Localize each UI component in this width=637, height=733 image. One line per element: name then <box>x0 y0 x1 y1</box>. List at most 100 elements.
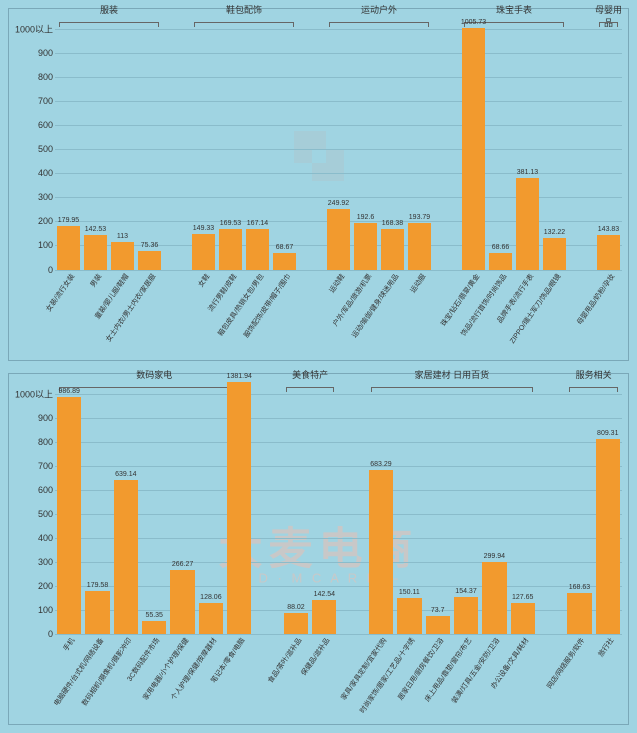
bar-value: 150.11 <box>399 589 420 596</box>
y-tick: 200 <box>38 216 53 226</box>
bar: 167.14 <box>246 17 269 270</box>
x-labels: 手机电脑硬件/台式机/网络设备数码相机/摄像机/摄影冲印3C数码配件市场家用电器… <box>55 634 622 724</box>
bar: 128.06 <box>199 382 223 635</box>
bar-value: 193.79 <box>409 214 430 221</box>
bar: 127.65 <box>511 382 535 635</box>
bar: 88.02 <box>284 382 308 635</box>
bar: 299.94 <box>482 382 506 635</box>
y-tick: 700 <box>38 96 53 106</box>
y-tick: 500 <box>38 509 53 519</box>
bar: 1005.73 <box>462 17 485 270</box>
bar: 73.7 <box>426 382 450 635</box>
bar-value: 192.6 <box>357 214 375 221</box>
bar-value: 55.35 <box>145 612 163 619</box>
y-tick: 100 <box>38 240 53 250</box>
y-tick: 900 <box>38 413 53 423</box>
bars-area: 986.89 179.58 639.14 55.35 266.27 128.06 1381.… <box>55 382 622 635</box>
x-label: 女鞋 <box>195 272 211 289</box>
bar-value: 75.36 <box>141 242 159 249</box>
bar-value: 169.53 <box>220 220 241 227</box>
y-axis: 01002003004005006007008009001000以上 <box>9 17 55 270</box>
bar-value: 299.94 <box>484 553 505 560</box>
bar-value: 167.14 <box>247 220 268 227</box>
bar-value: 113 <box>117 233 128 240</box>
bar: 55.35 <box>142 382 166 635</box>
x-labels: 女装/流行女装男装童装/婴儿服/鞋帽女士内衣/男士内衣/家居服女鞋流行男鞋/皮鞋… <box>55 270 622 360</box>
y-tick: 1000以上 <box>15 387 53 400</box>
y-tick: 300 <box>38 192 53 202</box>
bar: 381.13 <box>516 17 539 270</box>
bar: 68.67 <box>273 17 296 270</box>
x-label: 男装 <box>87 272 103 289</box>
bar: 75.36 <box>138 17 161 270</box>
bar-value: 809.31 <box>597 430 618 437</box>
bar-value: 128.06 <box>200 594 221 601</box>
bar-value: 683.29 <box>370 461 391 468</box>
bar: 809.31 <box>596 382 620 635</box>
bar: 169.53 <box>219 17 242 270</box>
bar-value: 249.92 <box>328 200 349 207</box>
y-tick: 600 <box>38 485 53 495</box>
bar: 266.27 <box>170 382 194 635</box>
bar-value: 149.33 <box>193 225 214 232</box>
bar: 113 <box>111 17 134 270</box>
bar-value: 381.13 <box>517 169 538 176</box>
y-tick: 200 <box>38 581 53 591</box>
bar: 179.95 <box>57 17 80 270</box>
bar-value: 179.58 <box>87 582 108 589</box>
x-label: 女装/流行女装 <box>43 272 76 314</box>
x-label: 运动鞋 <box>326 272 346 295</box>
x-label: 运动服 <box>407 272 427 295</box>
y-axis: 01002003004005006007008009001000以上 <box>9 382 55 635</box>
bar-value: 68.66 <box>492 244 510 251</box>
chart-panel-bottom: 大麦电商 — D · M C A R K — 01002003004005006… <box>8 373 629 726</box>
bar: 1381.94 <box>227 382 251 635</box>
y-tick: 800 <box>38 437 53 447</box>
bar-value: 1005.73 <box>461 19 486 26</box>
bar-value: 154.37 <box>455 588 476 595</box>
bar: 149.33 <box>192 17 215 270</box>
bar: 154.37 <box>454 382 478 635</box>
y-tick: 400 <box>38 533 53 543</box>
bar: 132.22 <box>543 17 566 270</box>
bar: 683.29 <box>369 382 393 635</box>
bar-value: 168.38 <box>382 220 403 227</box>
bar: 168.63 <box>567 382 591 635</box>
chart-panel-top: 01002003004005006007008009001000以上服装鞋包配饰… <box>8 8 629 361</box>
y-tick: 100 <box>38 605 53 615</box>
y-tick: 0 <box>48 265 53 275</box>
bar: 192.6 <box>354 17 377 270</box>
x-label: 旅行社 <box>596 636 616 659</box>
bar: 193.79 <box>408 17 431 270</box>
bar: 639.14 <box>114 382 138 635</box>
bar: 150.11 <box>397 382 421 635</box>
y-tick: 800 <box>38 72 53 82</box>
bar-value: 266.27 <box>172 561 193 568</box>
y-tick: 1000以上 <box>15 23 53 36</box>
bar-value: 986.89 <box>58 388 79 395</box>
bar-value: 73.7 <box>431 607 445 614</box>
x-label: 手机 <box>61 636 77 653</box>
bar-value: 1381.94 <box>227 373 252 380</box>
bar-value: 142.53 <box>85 226 106 233</box>
bar: 986.89 <box>57 382 81 635</box>
y-tick: 700 <box>38 461 53 471</box>
bar-value: 639.14 <box>115 471 136 478</box>
bar-value: 143.83 <box>598 226 619 233</box>
bar-value: 168.63 <box>569 584 590 591</box>
bar: 249.92 <box>327 17 350 270</box>
y-tick: 600 <box>38 120 53 130</box>
bar-value: 179.95 <box>58 217 79 224</box>
y-tick: 300 <box>38 557 53 567</box>
bar-value: 142.54 <box>314 591 335 598</box>
y-tick: 500 <box>38 144 53 154</box>
bar: 179.58 <box>85 382 109 635</box>
bar-value: 68.67 <box>276 244 294 251</box>
y-tick: 400 <box>38 168 53 178</box>
bar: 68.66 <box>489 17 512 270</box>
bar-value: 132.22 <box>544 229 565 236</box>
y-tick: 900 <box>38 48 53 58</box>
bar-value: 127.65 <box>512 594 533 601</box>
bar: 142.53 <box>84 17 107 270</box>
bar: 143.83 <box>597 17 620 270</box>
